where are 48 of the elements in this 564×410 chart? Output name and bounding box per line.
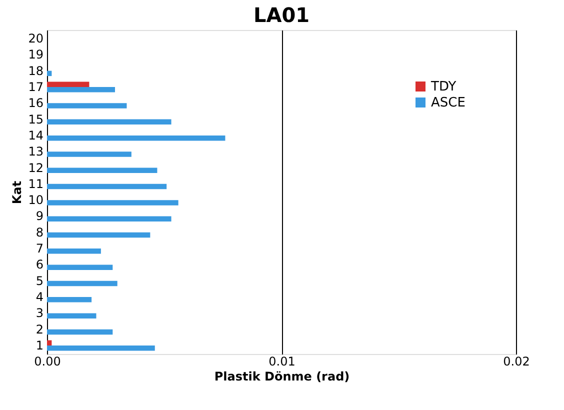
- bar: [47, 216, 172, 222]
- y-tick-label: 16: [28, 96, 44, 110]
- y-tick-label: 10: [28, 193, 44, 208]
- y-tick-label: 20: [28, 31, 44, 46]
- bar: [47, 264, 113, 270]
- bar: [47, 168, 158, 174]
- bar: [47, 103, 127, 108]
- x-tick-label: 0.01: [268, 354, 296, 368]
- bar: [47, 346, 155, 351]
- chart-title: LA01: [253, 3, 310, 27]
- y-tick-label: 12: [28, 160, 44, 175]
- bar: [47, 313, 96, 318]
- y-tick-label: 17: [28, 80, 44, 94]
- y-tick-label: 11: [28, 176, 44, 191]
- bar: [47, 232, 150, 238]
- x-tick-label: 0.02: [503, 354, 530, 368]
- y-tick-label: 19: [28, 48, 44, 62]
- bar: [47, 86, 116, 92]
- y-tick-label: 7: [36, 242, 44, 256]
- bar: [47, 135, 226, 141]
- y-tick-label: 5: [36, 274, 44, 288]
- y-tick-label: 15: [28, 112, 44, 126]
- x-axis-title: Plastik Dönme (rad): [214, 370, 350, 384]
- y-tick-label: 6: [36, 258, 44, 272]
- bar: [47, 82, 90, 87]
- y-tick-label: 4: [36, 290, 44, 304]
- bar: [47, 70, 52, 76]
- bar: [47, 119, 172, 125]
- y-tick-label: 3: [36, 306, 44, 320]
- y-axis-title: Kat: [10, 180, 24, 204]
- bar: [47, 297, 92, 302]
- y-tick-label: 2: [36, 322, 44, 336]
- x-tick-label: 0.00: [34, 354, 61, 368]
- legend-label: ASCE: [431, 96, 466, 110]
- legend-label: TDY: [430, 80, 456, 94]
- bar: [47, 280, 118, 286]
- bar: [47, 340, 52, 346]
- bar: [47, 184, 167, 190]
- y-tick-label: 8: [36, 225, 44, 240]
- y-tick-label: 1: [36, 338, 44, 353]
- bar: [47, 329, 113, 335]
- y-tick-label: 18: [28, 64, 44, 78]
- bar: [47, 248, 101, 254]
- bar: [47, 152, 132, 157]
- y-tick-label: 9: [36, 209, 44, 224]
- y-tick-label: 13: [28, 144, 44, 159]
- y-tick-label: 14: [28, 128, 44, 142]
- bar: [47, 200, 178, 206]
